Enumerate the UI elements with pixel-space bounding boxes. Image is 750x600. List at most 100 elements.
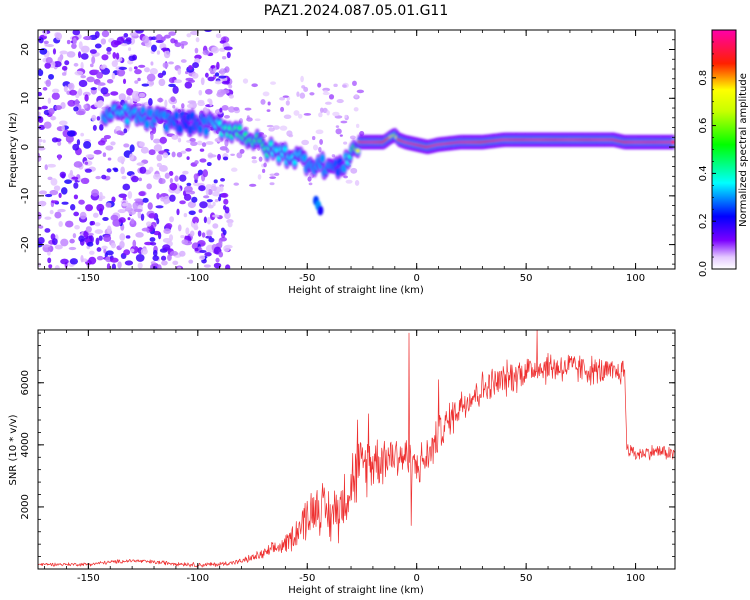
spectrogram-noise-blob: [163, 50, 171, 59]
spectrogram-noise-blob: [106, 168, 112, 173]
spectrogram-noise-blob: [38, 91, 43, 97]
spectrogram-noise-blob: [50, 178, 58, 186]
spectrogram-noise-blob: [208, 237, 215, 243]
spectrogram-noise-blob: [194, 247, 199, 252]
spectrogram-noise-blob: [206, 162, 212, 167]
spectrogram-noise-blob: [168, 171, 174, 176]
spectrogram-noise-blob: [198, 255, 206, 261]
spectrogram-noise-blob: [58, 220, 63, 227]
spectrogram-noise-blob: [118, 93, 126, 101]
spectrogram-noise-blob: [158, 178, 166, 185]
spectrogram-noise-blob: [221, 105, 229, 111]
spectrogram-noise-blob: [303, 112, 312, 116]
spectrogram-noise-blob: [61, 187, 68, 195]
spectrogram-noise-blob: [57, 208, 66, 213]
spectrogram-noise-blob: [197, 230, 202, 237]
spectrogram-noise-blob: [179, 174, 187, 182]
spectrogram-noise-blob: [307, 176, 312, 182]
spectrogram-noise-blob: [285, 100, 290, 106]
spectrogram-noise-blob: [111, 196, 116, 203]
spectrogram-noise-blob: [54, 265, 60, 269]
spectrogram-noise-blob: [263, 162, 267, 168]
spectrogram-noise-blob: [138, 92, 146, 98]
spectrogram-noise-blob: [251, 156, 257, 160]
x-tick-label: -150: [77, 273, 100, 284]
spectrogram-noise-blob: [123, 32, 129, 38]
spectrogram-noise-blob: [59, 171, 67, 178]
spectrogram-noise-blob: [110, 39, 120, 48]
spectrogram-noise-blob: [220, 192, 229, 198]
spectrogram-noise-blob: [96, 116, 101, 121]
spectrogram-noise-blob: [115, 52, 120, 60]
spectrogram-noise-blob: [134, 69, 142, 75]
y-tick-label: 10: [20, 92, 31, 105]
spectrogram-noise-blob: [130, 218, 135, 225]
spectrogram-noise-blob: [205, 141, 214, 145]
spectrogram-noise-blob: [47, 257, 52, 264]
spectrogram-noise-blob: [228, 94, 234, 99]
spectrogram-noise-blob: [38, 37, 44, 44]
spectrogram-noise-blob: [116, 68, 126, 77]
spectrogram-noise-blob: [111, 72, 116, 80]
x-tick-label: -50: [299, 573, 315, 584]
spectrogram-noise-blob: [322, 91, 330, 96]
spectrogram-noise-blob: [172, 85, 179, 94]
spectrogram-noise-blob: [181, 43, 185, 49]
spectrogram-noise-blob: [126, 96, 131, 101]
spectrogram-noise-blob: [223, 245, 230, 252]
spectrogram-noise-blob: [354, 94, 359, 99]
spectrogram-noise-blob: [137, 210, 142, 219]
spectrogram-noise-blob: [165, 223, 173, 229]
spectrogram-noise-blob: [267, 101, 271, 106]
spectrogram-noise-blob: [199, 249, 207, 253]
spectrogram-y-axis: -20 -10 0 10 20: [20, 29, 675, 265]
spectrogram-noise-blob: [44, 193, 53, 198]
spectrogram-frame: [37, 29, 676, 270]
x-tick-label: 0: [414, 273, 420, 284]
spectrogram-noise-blob: [41, 105, 48, 110]
spectrogram-noise-blob: [138, 191, 146, 197]
spectrogram-noise-blob: [60, 258, 69, 265]
spectrogram-noise-blob: [219, 146, 228, 151]
y-tick-label: 6000: [20, 370, 31, 395]
colorbar-tick-label: 0.0: [698, 261, 709, 277]
spectrogram-noise-blob: [52, 48, 57, 55]
spectrogram-noise-blob: [336, 99, 344, 104]
spectrogram-noise-blob: [54, 211, 62, 219]
spectrogram-noise-blob: [197, 101, 205, 107]
spectrogram-noise-blob: [64, 60, 70, 66]
spectrogram-noise-blob: [140, 146, 149, 154]
spectrogram-noise-blob: [318, 112, 323, 118]
spectrogram-noise-blob: [67, 99, 76, 107]
x-tick-label: 50: [520, 273, 533, 284]
spectrogram-noise-blob: [350, 167, 358, 174]
y-tick-label: -20: [20, 236, 31, 252]
y-tick-label: 20: [20, 43, 31, 56]
spectrogram-noise-blob: [326, 110, 330, 116]
spectrogram-noise-blob: [69, 169, 74, 176]
spectrogram-noise-blob: [224, 211, 231, 220]
spectrogram-noise-blob: [343, 175, 348, 179]
spectrogram-noise-blob: [100, 38, 107, 45]
spectrogram-noise-blob: [106, 78, 114, 84]
spectrogram-noise-blob: [296, 91, 300, 97]
spectrogram-noise-blob: [136, 162, 145, 166]
spectrogram-noise-blob: [158, 165, 168, 172]
spectrogram-noise-blob: [75, 110, 85, 116]
spectrogram-noise-blob: [113, 168, 119, 173]
spectrogram-noise-blob: [345, 179, 353, 184]
spectrogram-noise-blob: [96, 247, 102, 252]
spectrogram-noise-blob: [99, 124, 104, 131]
spectrogram-noise-blob: [110, 91, 119, 96]
spectrogram-noise-blob: [177, 137, 182, 143]
spectrogram-noise-blob: [156, 154, 163, 162]
spectrogram-noise-blob: [200, 77, 205, 86]
spectrogram-ridge-core: [174, 113, 179, 118]
spectrogram-noise-blob: [157, 264, 162, 269]
spectrogram-noise-blob: [230, 167, 238, 172]
spectrogram-noise-blob: [38, 111, 41, 117]
spectrogram-noise-blob: [90, 220, 96, 226]
spectrogram-noise-blob: [171, 135, 179, 140]
spectrogram-noise-blob: [215, 33, 222, 39]
